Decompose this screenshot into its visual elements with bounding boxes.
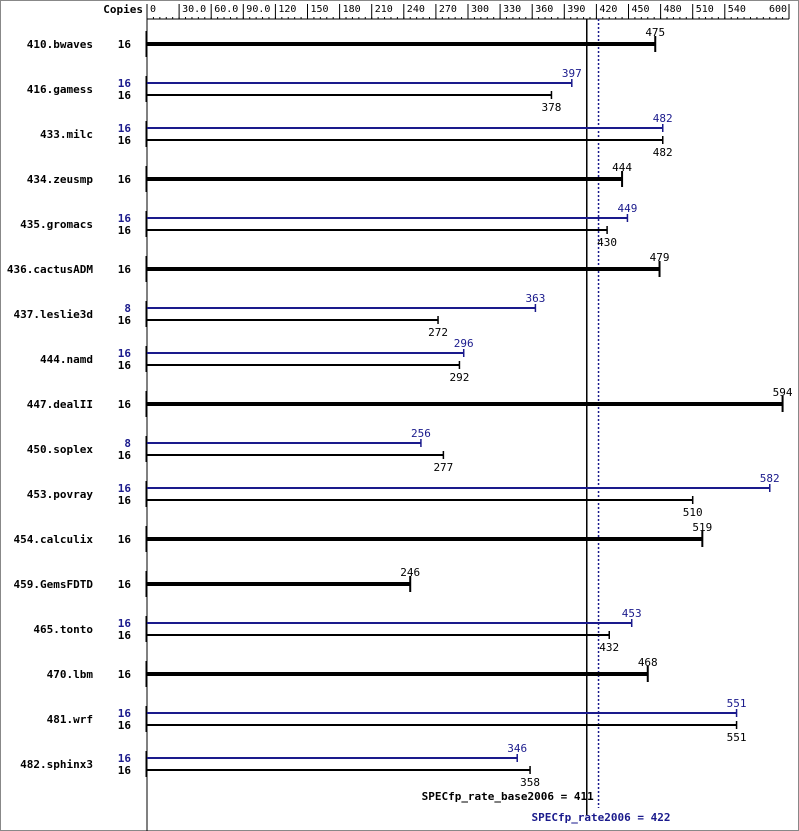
x-tick-label: 390 (567, 4, 585, 15)
base-value-label: 430 (597, 236, 617, 249)
x-tick-label: 180 (343, 4, 361, 15)
x-tick-label: 0 (150, 4, 156, 15)
benchmark-name: 459.GemsFDTD (14, 578, 94, 591)
base-value-label: 444 (612, 161, 632, 174)
peak-copies: 8 (124, 437, 131, 450)
peak-value-label: 363 (525, 292, 545, 305)
peak-value-label: 482 (653, 112, 673, 125)
peak-copies: 16 (118, 347, 132, 360)
benchmark-name: 454.calculix (14, 533, 94, 546)
peak-copies: 8 (124, 302, 131, 315)
peak-copies: 16 (118, 122, 132, 135)
peak-copies: 16 (118, 77, 132, 90)
copies-header: Copies (103, 3, 143, 16)
peak-copies: 16 (118, 707, 132, 720)
base-value-label: 246 (400, 566, 420, 579)
base-copies: 16 (118, 263, 132, 276)
x-tick-label: 510 (696, 4, 714, 15)
benchmark-name: 435.gromacs (20, 218, 93, 231)
x-tick-label: 240 (407, 4, 425, 15)
x-tick-label: 300 (471, 4, 489, 15)
x-tick-label: 60.0 (214, 4, 238, 15)
benchmark-name: 470.lbm (47, 668, 94, 681)
base-copies: 16 (118, 173, 132, 186)
benchmark-name: 437.leslie3d (14, 308, 93, 321)
peak-value-label: 346 (507, 742, 527, 755)
peak-copies: 16 (118, 752, 132, 765)
base-copies: 16 (118, 764, 132, 777)
benchmark-name: 465.tonto (33, 623, 93, 636)
base-copies: 16 (118, 89, 132, 102)
base-copies: 16 (118, 134, 132, 147)
peak-value-label: 296 (454, 337, 474, 350)
base-value-label: 482 (653, 146, 673, 159)
x-tick-label: 450 (632, 4, 650, 15)
x-tick-label: 30.0 (182, 4, 206, 15)
base-copies: 16 (118, 578, 132, 591)
base-copies: 16 (118, 224, 132, 237)
x-tick-label: 120 (278, 4, 296, 15)
x-tick-label: 600 (769, 4, 787, 15)
x-tick-label: 480 (664, 4, 682, 15)
peak-summary-label: SPECfp_rate2006 = 422 (531, 811, 670, 824)
x-tick-label: 360 (535, 4, 553, 15)
x-tick-label: 210 (375, 4, 393, 15)
base-copies: 16 (118, 398, 132, 411)
x-tick-label: 270 (439, 4, 457, 15)
benchmark-name: 416.gamess (27, 83, 93, 96)
benchmark-name: 434.zeusmp (27, 173, 94, 186)
base-copies: 16 (118, 629, 132, 642)
base-value-label: 475 (645, 26, 665, 39)
benchmark-name: 447.dealII (27, 398, 93, 411)
base-value-label: 594 (773, 386, 793, 399)
base-copies: 16 (118, 533, 132, 546)
base-copies: 16 (118, 494, 132, 507)
benchmark-name: 482.sphinx3 (20, 758, 93, 771)
base-value-label: 358 (520, 776, 540, 789)
base-copies: 16 (118, 38, 132, 51)
base-value-label: 378 (542, 101, 562, 114)
x-tick-label: 150 (311, 4, 329, 15)
peak-value-label: 453 (622, 607, 642, 620)
base-value-label: 292 (450, 371, 470, 384)
base-value-label: 510 (683, 506, 703, 519)
base-copies: 16 (118, 359, 132, 372)
benchmark-name: 436.cactusADM (7, 263, 93, 276)
base-value-label: 479 (650, 251, 670, 264)
benchmark-name: 453.povray (27, 488, 94, 501)
base-summary-label: SPECfp_rate_base2006 = 411 (422, 790, 595, 803)
benchmark-name: 444.namd (40, 353, 93, 366)
x-tick-label: 330 (503, 4, 521, 15)
base-value-label: 551 (727, 731, 747, 744)
base-value-label: 468 (638, 656, 658, 669)
peak-copies: 16 (118, 617, 132, 630)
benchmark-name: 481.wrf (47, 713, 93, 726)
peak-value-label: 256 (411, 427, 431, 440)
base-copies: 16 (118, 719, 132, 732)
benchmark-name: 433.milc (40, 128, 93, 141)
peak-value-label: 582 (760, 472, 780, 485)
base-copies: 16 (118, 314, 132, 327)
peak-value-label: 449 (617, 202, 637, 215)
peak-copies: 16 (118, 212, 132, 225)
base-value-label: 277 (433, 461, 453, 474)
x-tick-label: 420 (599, 4, 617, 15)
base-copies: 16 (118, 668, 132, 681)
base-copies: 16 (118, 449, 132, 462)
base-value-label: 519 (692, 521, 712, 534)
benchmark-name: 410.bwaves (27, 38, 93, 51)
benchmark-name: 450.soplex (27, 443, 94, 456)
base-value-label: 432 (599, 641, 619, 654)
x-tick-label: 540 (728, 4, 746, 15)
peak-value-label: 397 (562, 67, 582, 80)
peak-value-label: 551 (727, 697, 747, 710)
x-tick-label: 90.0 (246, 4, 270, 15)
peak-copies: 16 (118, 482, 132, 495)
base-value-label: 272 (428, 326, 448, 339)
